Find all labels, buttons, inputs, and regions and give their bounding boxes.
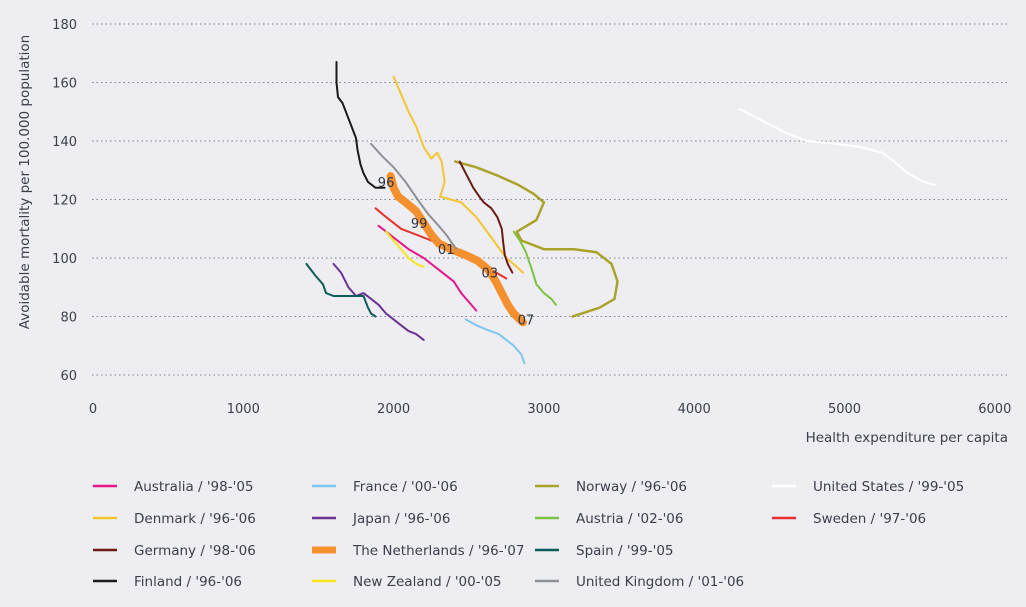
gridlines bbox=[92, 23, 1010, 376]
x-tick-label: 0 bbox=[89, 402, 97, 417]
x-tick-label: 4000 bbox=[678, 402, 711, 417]
series-line bbox=[370, 142, 458, 251]
y-tick-label: 140 bbox=[52, 135, 77, 150]
y-tick-label: 100 bbox=[52, 252, 77, 267]
legend-label: Japan / '96-'06 bbox=[352, 511, 450, 527]
x-tick-label: 3000 bbox=[527, 402, 560, 417]
y-tick-label: 160 bbox=[52, 77, 77, 92]
y-tick-label: 120 bbox=[52, 194, 77, 209]
axis-ticks: 60 80 100 120 140 160 180 0 1000 2000 3000 4000 5000… bbox=[52, 18, 1011, 417]
y-tick-label: 180 bbox=[52, 18, 77, 33]
series-line bbox=[386, 172, 527, 327]
legend-label: Austria / '02-'06 bbox=[576, 511, 683, 527]
legend-label: Spain / '99-'05 bbox=[576, 543, 674, 559]
legend-label: United Kingdom / '01-'06 bbox=[576, 574, 744, 590]
x-tick-label: 5000 bbox=[828, 402, 861, 417]
series-line bbox=[377, 224, 478, 312]
year-annotation: 99 bbox=[411, 217, 428, 232]
x-tick-label: 1000 bbox=[227, 402, 260, 417]
series-line bbox=[385, 230, 425, 268]
series-lines bbox=[305, 61, 936, 365]
y-axis-label: Avoidable mortality per 100.000 populati… bbox=[17, 35, 33, 329]
year-annotation: 96 bbox=[378, 176, 395, 191]
x-tick-label: 6000 bbox=[978, 402, 1011, 417]
legend-label: New Zealand / '00-'05 bbox=[353, 574, 502, 590]
series-line bbox=[738, 107, 936, 186]
year-annotation: 07 bbox=[518, 313, 535, 328]
legend-label: France / '00-'06 bbox=[353, 479, 458, 495]
series-line bbox=[335, 61, 386, 189]
legend-label: The Netherlands / '96-'07 bbox=[352, 543, 524, 559]
series-line bbox=[453, 160, 619, 318]
legend-label: Denmark / '96-'06 bbox=[134, 511, 256, 527]
series-line bbox=[464, 318, 526, 365]
legend-label: Australia / '98-'05 bbox=[134, 479, 254, 495]
series-line bbox=[332, 262, 425, 341]
legend-label: Germany / '98-'06 bbox=[134, 543, 256, 559]
legend-label: Finland / '96-'06 bbox=[134, 574, 242, 590]
series-line bbox=[392, 75, 524, 274]
series-line bbox=[305, 262, 377, 318]
y-tick-label: 60 bbox=[60, 369, 77, 384]
year-annotation: 03 bbox=[482, 267, 499, 282]
series-line bbox=[512, 230, 557, 306]
year-annotations: 96 99 01 03 07 bbox=[378, 176, 534, 328]
y-tick-label: 80 bbox=[60, 311, 77, 326]
legend: Australia / '98-'05 Denmark / '96-'06 Germ… bbox=[93, 479, 964, 590]
legend-label: Sweden / '97-'06 bbox=[813, 511, 926, 527]
x-tick-label: 2000 bbox=[377, 402, 410, 417]
x-axis-label: Health expenditure per capita bbox=[806, 430, 1008, 446]
legend-label: United States / '99-'05 bbox=[813, 479, 964, 495]
series-line bbox=[458, 160, 514, 274]
year-annotation: 01 bbox=[438, 243, 455, 258]
legend-label: Norway / '96-'06 bbox=[576, 479, 687, 495]
